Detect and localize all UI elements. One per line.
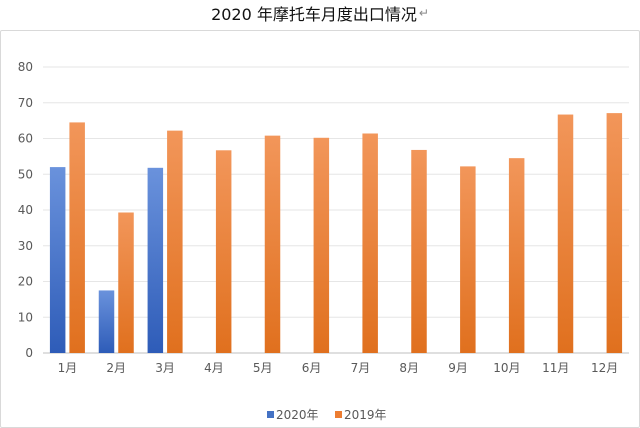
paragraph-return-icon: ↵	[418, 6, 429, 20]
chart-area: 0 10 20 30 40 50 60 70 80 1月 2月 3月 4月 5月 6月 7月 8月 9月 10月 1…	[0, 30, 640, 428]
bar-series-b-7	[362, 133, 378, 353]
y-axis-ticks: 0 10 20 30 40 50 60 70 80	[18, 60, 33, 360]
x-tick-label: 7月	[351, 361, 371, 375]
x-axis-ticks: 1月 2月 3月 4月 5月 6月 7月 8月 9月 10月 11月 12月	[58, 361, 619, 375]
x-tick-label: 11月	[542, 361, 569, 375]
legend-label: 2020年	[276, 408, 319, 422]
x-tick-label: 6月	[302, 361, 322, 375]
chart-title-line: 2020 年摩托车月度出口情况 ↵	[0, 0, 640, 26]
bar-series-b-5	[264, 135, 281, 353]
bar-series-b-10	[508, 158, 525, 353]
bar-series-a-3	[147, 167, 164, 353]
x-tick-label: 4月	[204, 361, 224, 375]
bar-series-b-3	[167, 130, 183, 353]
x-tick-label: 3月	[155, 361, 175, 375]
y-tick-label: 60	[18, 132, 33, 146]
gridlines	[43, 66, 629, 354]
bar-series-b-9	[460, 166, 476, 353]
x-tick-label: 1月	[58, 361, 78, 375]
x-tick-label: 5月	[253, 361, 273, 375]
bar-series-b-2	[118, 212, 134, 353]
x-tick-label: 10月	[493, 361, 520, 375]
x-tick-label: 12月	[591, 361, 618, 375]
bar-series-b-12	[606, 113, 623, 354]
legend-label: 2019年	[344, 408, 387, 422]
bar-series-b-1	[69, 122, 85, 353]
bar-series-b-6	[313, 137, 330, 353]
bar-series-a-2	[98, 290, 115, 353]
legend-swatch	[267, 411, 274, 418]
y-tick-label: 0	[25, 346, 33, 360]
bar-series-a-1	[49, 167, 66, 353]
bar-series-b-11	[557, 114, 574, 353]
y-tick-label: 20	[18, 275, 33, 289]
bar-series-b-8	[411, 149, 427, 353]
x-tick-label: 2月	[106, 361, 126, 375]
x-tick-label: 8月	[399, 361, 419, 375]
legend: 2020年 2019年	[267, 408, 387, 422]
y-tick-label: 40	[18, 203, 33, 217]
y-tick-label: 70	[18, 96, 33, 110]
legend-swatch	[335, 411, 342, 418]
bars	[49, 113, 623, 354]
y-tick-label: 30	[18, 239, 33, 253]
y-tick-label: 80	[18, 60, 33, 74]
y-tick-label: 10	[18, 310, 33, 324]
x-tick-label: 9月	[448, 361, 468, 375]
bar-series-b-4	[215, 150, 232, 353]
y-tick-label: 50	[18, 167, 33, 181]
chart-title: 2020 年摩托车月度出口情况	[211, 5, 417, 24]
